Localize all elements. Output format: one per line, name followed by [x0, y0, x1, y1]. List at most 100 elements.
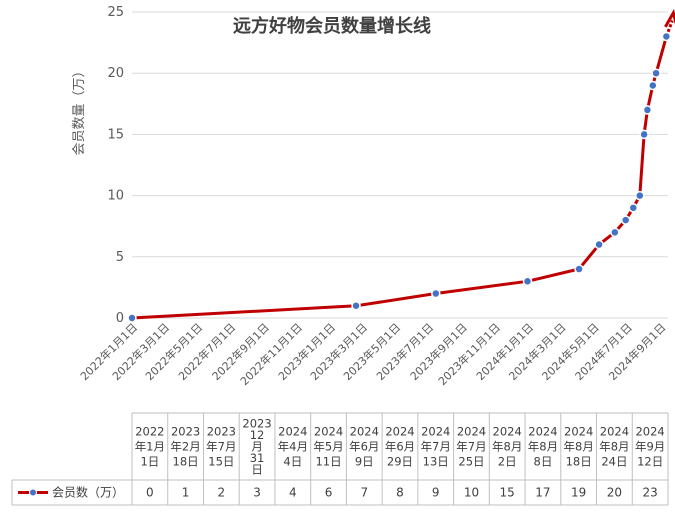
y-tick-label: 25: [107, 5, 124, 20]
table-date-label: 1日: [140, 455, 159, 469]
table-date-label: 2023: [207, 425, 236, 439]
data-point: [574, 264, 584, 274]
x-tick-label: 2023年7月1日: [373, 320, 436, 383]
table-value: 6: [325, 486, 333, 500]
data-point: [127, 313, 137, 323]
table-value: 9: [432, 486, 440, 500]
table-date-label: 年8月: [599, 440, 629, 454]
y-tick-label: 10: [107, 189, 124, 204]
table-value: 2: [218, 486, 226, 500]
x-tick-label: 2022年7月1日: [175, 320, 238, 383]
data-point: [642, 105, 653, 115]
table-value: 17: [535, 486, 550, 500]
table-date-label: 2024: [421, 425, 450, 439]
table-date-label: 9日: [355, 455, 374, 469]
y-tick-label: 15: [107, 127, 124, 142]
data-point: [639, 129, 649, 140]
data-point: [651, 68, 661, 78]
x-tick-label: 2024年7月1日: [572, 320, 635, 383]
table-date-label: 13日: [423, 455, 449, 469]
table-date-label: 2024: [457, 425, 486, 439]
table-date-label: 日: [251, 463, 263, 477]
y-axis-label: 会员数量（万）: [72, 64, 87, 155]
x-tick-label: 2023年5月1日: [340, 320, 403, 383]
table-value: 3: [253, 486, 261, 500]
table-date-label: 2024: [635, 425, 664, 439]
table-date-label: 25日: [458, 455, 484, 469]
table-date-label: 24日: [601, 455, 627, 469]
data-point: [594, 239, 604, 250]
data-point: [522, 276, 533, 287]
y-tick-label: 5: [116, 250, 124, 265]
data-point: [661, 31, 672, 42]
x-tick-label: 2024年3月1日: [506, 320, 569, 383]
table-date-label: 2024: [314, 425, 343, 439]
table-value: 19: [571, 486, 586, 500]
x-tick-label: 2023年9月1日: [407, 320, 470, 383]
x-tick-label: 2022年9月1日: [209, 320, 272, 383]
table-value: 7: [360, 486, 368, 500]
table-date-label: 年7月: [206, 440, 236, 454]
table-date-label: 2024: [600, 425, 629, 439]
arrow-head: [664, 8, 675, 28]
table-date-label: 年8月: [564, 440, 594, 454]
x-tick-label: 2024年5月1日: [539, 320, 602, 383]
table-date-label: 2022: [135, 425, 164, 439]
table-date-label: 年2月: [170, 440, 200, 454]
table-date-label: 年1月: [135, 440, 165, 454]
x-tick-label: 2022年5月1日: [142, 320, 205, 383]
table-date-label: 11日: [315, 455, 341, 469]
series-line: [131, 36, 668, 320]
x-tick-label: 2023年3月1日: [307, 320, 370, 383]
data-point: [431, 288, 441, 299]
y-tick-label: 0: [116, 311, 124, 326]
table-date-label: 年5月: [313, 440, 343, 454]
table-date-label: 2024: [564, 425, 593, 439]
table-date-label: 年4月: [278, 440, 308, 454]
table-date-label: 18日: [173, 455, 199, 469]
table-date-label: 4日: [283, 455, 302, 469]
table-date-label: 2日: [498, 455, 517, 469]
table-value: 23: [642, 486, 657, 500]
data-point: [635, 190, 645, 201]
table-date-label: 31: [250, 451, 265, 465]
data-point: [351, 301, 361, 311]
table-date-label: 年6月: [349, 440, 379, 454]
table-value: 0: [146, 486, 154, 500]
data-point: [648, 80, 658, 91]
x-tick-label: 2022年1月1日: [77, 320, 140, 383]
table-date-label: 年8月: [528, 440, 558, 454]
table-value: 15: [500, 486, 515, 500]
table-date-label: 29日: [387, 455, 413, 469]
x-tick-label: 2024年1月1日: [473, 320, 536, 383]
table-date-label: 2024: [528, 425, 557, 439]
table-value: 10: [464, 486, 479, 500]
data-point: [628, 203, 639, 213]
table-date-label: 2024: [278, 425, 307, 439]
table-date-label: 年7月: [456, 440, 486, 454]
table-date-label: 12: [250, 428, 265, 442]
x-tick-label: 2023年1月1日: [275, 320, 338, 383]
table-date-label: 2023: [242, 417, 271, 431]
legend-marker: [29, 488, 37, 497]
table-value: 8: [396, 486, 404, 500]
table-date-label: 年6月: [385, 440, 415, 454]
table-date-label: 2024: [493, 425, 522, 439]
y-tick-label: 20: [107, 66, 124, 81]
data-point: [610, 227, 620, 238]
table-date-label: 2023: [171, 425, 200, 439]
table-value: 4: [289, 486, 297, 500]
table-date-label: 8日: [534, 455, 553, 469]
table-value: 20: [607, 486, 622, 500]
table-date-label: 12日: [637, 455, 663, 469]
table-date-label: 2024: [350, 425, 379, 439]
table-date-label: 年8月: [492, 440, 522, 454]
table-value: 1: [182, 486, 190, 500]
table-date-label: 2024: [385, 425, 414, 439]
data-point: [620, 215, 631, 225]
table-date-label: 15日: [208, 455, 234, 469]
legend-label: 会员数（万）: [52, 485, 124, 500]
x-tick-label: 2022年3月1日: [109, 320, 172, 383]
table-date-label: 年9月: [635, 440, 665, 454]
